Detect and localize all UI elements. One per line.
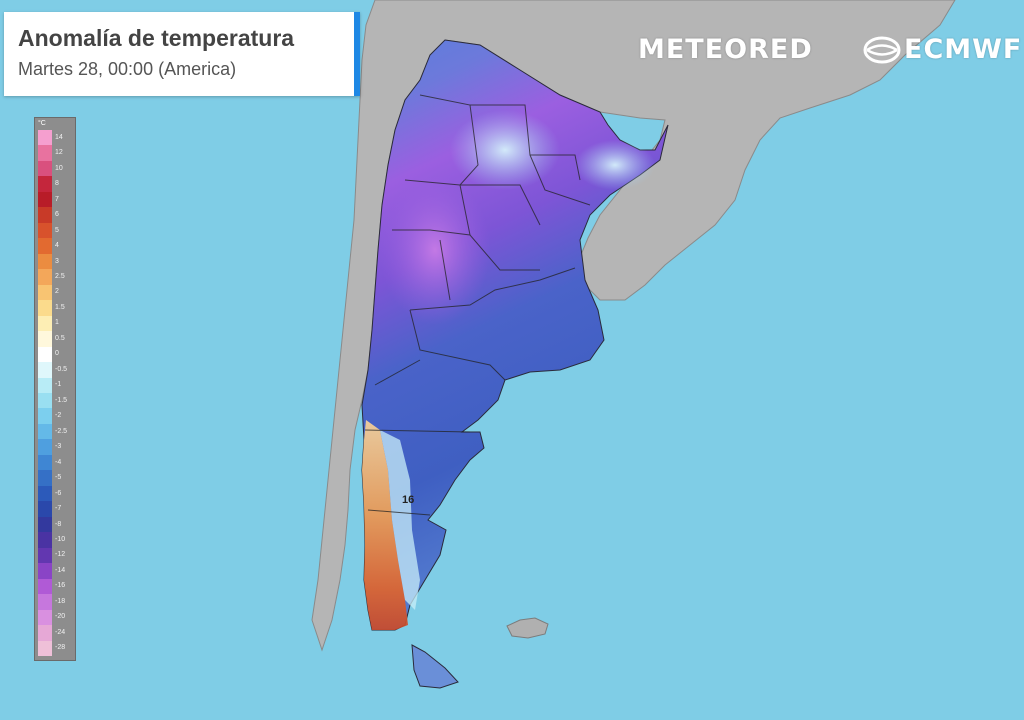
legend-swatch	[38, 207, 52, 224]
legend-swatch	[38, 532, 52, 549]
warm-anomaly-patagonia	[362, 420, 408, 630]
legend-tick-label: 10	[55, 164, 63, 172]
legend-tick-label: -1.5	[55, 396, 68, 404]
legend-swatch	[38, 331, 52, 348]
legend-tick-label: -16	[55, 582, 66, 590]
legend-swatch	[38, 501, 52, 518]
province-boundaries	[364, 94, 591, 516]
legend-swatch	[38, 315, 52, 332]
legend-tick-label: -12	[55, 551, 66, 559]
legend-swatch	[38, 640, 52, 657]
legend-swatch	[38, 594, 52, 611]
legend-tick-label: -8	[55, 520, 62, 528]
color-scale-legend: °C 14 12 10 8 7 6 5 4 3 2.5 2 1.5 1 0.5 0 -0.5 -1 -1.5 -2 -…	[34, 117, 76, 661]
legend-tick-label: 6	[55, 211, 59, 219]
legend-tick-label: -7	[55, 505, 62, 513]
legend-swatch	[38, 222, 52, 239]
ecmwf-logo-container: ECMWF	[862, 34, 1022, 65]
malvinas-islands	[506, 617, 549, 639]
legend-swatch	[38, 300, 52, 317]
map-title: Anomalía de temperatura	[18, 25, 295, 51]
ecmwf-logo-text: ECMWF	[904, 34, 1023, 65]
legend-swatch	[38, 625, 52, 642]
legend-tick-label: -24	[55, 628, 66, 636]
legend-tick-label: 0	[55, 350, 59, 358]
legend-swatch	[38, 439, 52, 456]
legend-tick-label: 4	[55, 242, 59, 250]
legend-swatch	[38, 377, 52, 394]
legend-swatch	[38, 485, 52, 502]
legend-tick-label: -20	[55, 613, 66, 621]
pale-anomaly-northeast	[575, 140, 655, 190]
legend-swatch	[38, 423, 52, 440]
map-subtitle: Martes 28, 00:00 (America)	[18, 59, 237, 79]
legend-swatch	[38, 609, 52, 626]
legend-unit: °C	[38, 120, 46, 127]
legend-swatch	[38, 284, 52, 301]
legend-tick-label: 12	[55, 149, 63, 157]
legend-swatch	[38, 191, 52, 208]
legend-tick-label: -2.5	[55, 427, 68, 435]
cold-core	[380, 175, 490, 325]
legend-tick-label: 2	[55, 288, 59, 296]
legend-tick-label: -6	[55, 489, 62, 497]
legend-tick-label: -14	[55, 566, 66, 574]
legend-tick-label: -3	[55, 443, 62, 451]
tierra-del-fuego	[411, 644, 459, 689]
legend-tick-label: -2	[55, 412, 62, 420]
legend-swatch	[38, 145, 52, 162]
pale-anomaly-north	[450, 110, 560, 190]
legend-swatch	[38, 470, 52, 487]
legend-swatch	[38, 176, 52, 193]
legend-swatch	[38, 346, 52, 363]
legend-tick-label: -4	[55, 458, 62, 466]
legend-swatch	[38, 454, 52, 471]
legend-tick-label: 5	[55, 226, 59, 234]
legend-swatch	[38, 362, 52, 379]
legend-tick-label: 7	[55, 195, 59, 203]
legend-tick-label: 1.5	[55, 303, 65, 311]
legend-swatch	[38, 408, 52, 425]
legend-tick-label: -1	[55, 381, 62, 389]
map-value-label: 16	[402, 494, 414, 506]
pale-anomaly-andes	[380, 430, 420, 610]
legend-swatch	[38, 253, 52, 270]
legend-swatch	[38, 269, 52, 286]
legend-tick-label: 3	[55, 257, 59, 265]
legend-swatch	[38, 516, 52, 533]
legend-swatch	[38, 160, 52, 177]
legend-swatch	[38, 393, 52, 409]
legend-swatch	[38, 563, 52, 580]
legend-tick-label: 8	[55, 180, 59, 188]
legend-tick-label: -18	[55, 597, 66, 605]
map-title-panel: Anomalía de temperatura Martes 28, 00:00…	[4, 12, 360, 96]
legend-swatch	[38, 547, 52, 564]
legend-tick-label: -10	[55, 535, 66, 543]
legend-tick-label: 1	[55, 319, 59, 327]
legend-tick-label: 0.5	[55, 334, 65, 342]
legend-tick-label: -5	[55, 474, 62, 482]
legend-tick-label: 14	[55, 133, 63, 141]
legend-tick-label: -0.5	[55, 365, 68, 373]
legend-tick-label: 2.5	[55, 272, 65, 280]
legend-tick-label: -28	[55, 644, 66, 652]
legend-swatch	[38, 578, 52, 595]
legend-swatch	[38, 238, 52, 255]
ecmwf-emblem-icon	[863, 36, 901, 63]
meteored-logo: METEORED	[638, 34, 813, 65]
legend-swatch	[38, 130, 52, 146]
